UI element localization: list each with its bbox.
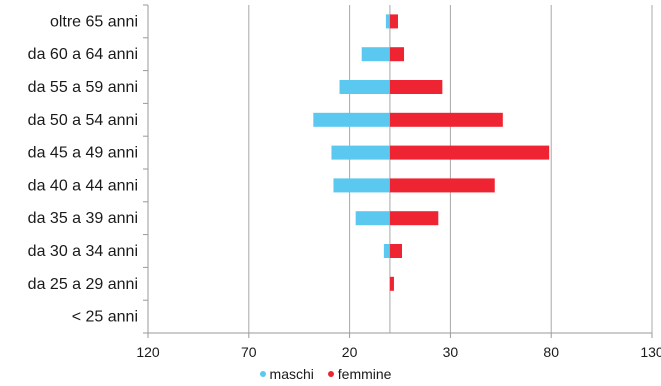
x-tick-label: 120 (136, 344, 160, 360)
bar-maschi (339, 80, 390, 94)
legend-item-femmine: femmine (327, 366, 392, 382)
x-tick-label: 30 (443, 344, 459, 360)
y-tick-label: < 25 anni (72, 309, 138, 326)
y-tick-label: da 55 a 59 anni (28, 79, 138, 96)
x-tick-label: 20 (342, 344, 358, 360)
bar-femmine (389, 211, 439, 226)
y-tick-label: da 45 a 49 anni (28, 145, 138, 162)
y-tick-label: da 30 a 34 anni (28, 243, 138, 260)
bar-maschi (385, 14, 390, 29)
y-tick-label: oltre 65 anni (50, 13, 138, 30)
y-tick-label: da 60 a 64 anni (28, 46, 138, 63)
bar-femmine (389, 244, 403, 258)
bar-maschi (331, 145, 390, 160)
bar-femmine (389, 112, 503, 127)
bar-maschi (333, 178, 390, 193)
x-tick-label: 80 (543, 344, 559, 360)
bar-maschi (361, 47, 390, 62)
bar-femmine (389, 178, 495, 193)
legend-label-maschi: maschi (269, 366, 314, 382)
bar-maschi (313, 112, 390, 127)
bar-femmine (389, 14, 398, 29)
bar-femmine (389, 47, 405, 62)
bar-femmine (389, 276, 394, 291)
y-tick-label: da 35 a 39 anni (28, 210, 138, 227)
y-tick-label: da 50 a 54 anni (28, 112, 138, 129)
bar-maschi (383, 244, 390, 258)
y-tick-label: da 25 a 29 anni (28, 276, 138, 293)
bar-femmine (389, 145, 550, 160)
legend-marker-maschi (259, 371, 266, 377)
bar-femmine (389, 80, 443, 94)
y-tick-label: da 40 a 44 anni (28, 177, 138, 194)
x-tick-label: 130 (640, 344, 661, 360)
legend: maschi femmine (0, 366, 661, 382)
legend-label-femmine: femmine (337, 366, 392, 382)
legend-marker-femmine (327, 371, 334, 377)
bar-maschi (355, 211, 390, 226)
x-tick-label: 70 (241, 344, 257, 360)
legend-item-maschi: maschi (259, 366, 314, 382)
